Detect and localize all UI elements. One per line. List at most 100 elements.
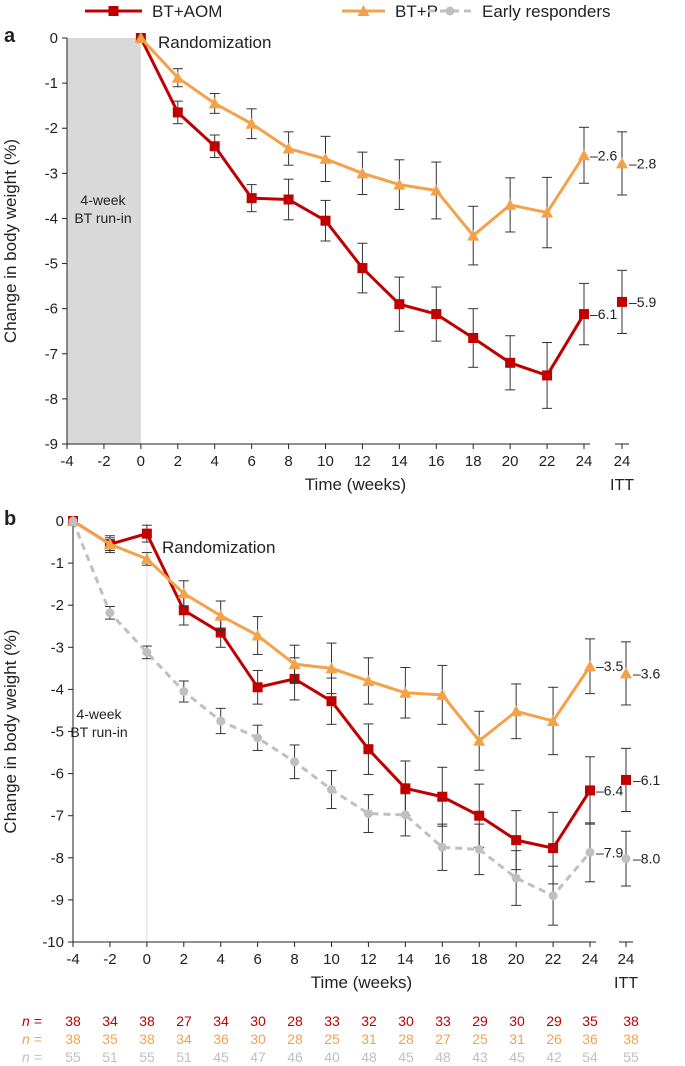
- n-value-early: 46: [287, 1049, 303, 1065]
- series-aom: –6.1 –5.9: [135, 33, 656, 409]
- data-point-aom: [252, 682, 263, 693]
- data-point-aom: [326, 696, 337, 707]
- n-value-early: 45: [213, 1049, 229, 1065]
- y-axis-title: Change in body weight (%): [1, 629, 20, 833]
- data-point-aom: [141, 528, 152, 539]
- data-point-aom: [363, 744, 374, 755]
- n-value-aom: 30: [250, 1013, 266, 1029]
- data-point-p: [208, 97, 221, 109]
- series-p: –2.6 –2.8: [134, 32, 656, 266]
- n-value-early: 51: [176, 1049, 192, 1065]
- x-tick-label: 20: [508, 951, 525, 968]
- n-value-p: 31: [509, 1031, 525, 1047]
- x-tick-label: 10: [317, 453, 334, 470]
- itt-point-aom: [617, 296, 627, 307]
- data-point-p: [134, 32, 147, 43]
- randomization-label: Randomization: [158, 33, 271, 52]
- x-axis-title: Time (weeks): [311, 973, 412, 992]
- data-point-early: [105, 608, 115, 618]
- n-value-aom: 29: [472, 1013, 488, 1029]
- x-tick-label: 12: [354, 453, 371, 470]
- n-value-p: 38: [65, 1031, 81, 1047]
- data-point-aom: [431, 309, 442, 320]
- itt-value-label-early: –8.0: [633, 851, 660, 867]
- n-value-early: 55: [65, 1049, 81, 1065]
- itt-value-label-p: –3.6: [633, 665, 660, 681]
- data-point-p: [436, 688, 449, 700]
- data-point-aom: [468, 332, 479, 343]
- x-tick-label: 4: [217, 951, 225, 968]
- x-tick-label: 14: [397, 951, 414, 968]
- y-tick-label: -7: [51, 808, 64, 825]
- x-tick-label: 8: [290, 951, 298, 968]
- data-point-p: [319, 152, 332, 164]
- data-point-aom: [283, 194, 294, 205]
- end-value-label-p: –3.5: [596, 658, 623, 674]
- data-point-aom: [320, 215, 331, 226]
- data-point-early: [548, 891, 558, 901]
- data-point-p: [504, 198, 517, 210]
- x-tick-label: 2: [180, 951, 188, 968]
- data-point-p: [288, 658, 301, 670]
- y-tick-label: -9: [51, 892, 64, 909]
- data-point-p: [214, 609, 227, 621]
- x-tick-label: 24: [576, 453, 593, 470]
- n-value-p: 36: [582, 1031, 598, 1047]
- n-value-p: 34: [176, 1031, 192, 1047]
- n-value-p: 38: [139, 1031, 155, 1047]
- n-value-aom: 34: [102, 1013, 118, 1029]
- n-value-early: 48: [361, 1049, 377, 1065]
- data-point-p: [325, 662, 338, 674]
- itt-point-aom: [621, 774, 631, 785]
- x-tick-label: 14: [391, 453, 408, 470]
- data-point-p: [362, 674, 375, 686]
- y-tick-label: -3: [45, 165, 58, 182]
- x-tick-label: 22: [539, 453, 556, 470]
- data-point-p: [547, 714, 560, 726]
- data-point-early: [327, 785, 336, 795]
- itt-point-early: [621, 854, 631, 864]
- data-point-p: [140, 552, 153, 564]
- data-point-p: [251, 629, 264, 641]
- itt-value-label-aom: –5.9: [629, 294, 656, 310]
- data-point-aom: [246, 193, 257, 204]
- y-tick-label: -1: [51, 555, 64, 572]
- x-tick-label: 6: [247, 453, 255, 470]
- n-value-aom: 32: [361, 1013, 377, 1029]
- data-point-p: [430, 184, 443, 196]
- n-value-aom: 38: [623, 1013, 639, 1029]
- n-value-early: 45: [509, 1049, 525, 1065]
- x-tick-label: -2: [103, 951, 116, 968]
- y-tick-label: -7: [45, 346, 58, 363]
- n-value-p: 25: [324, 1031, 340, 1047]
- runin-label: 4-week: [80, 192, 126, 208]
- n-value-aom: 38: [65, 1013, 81, 1029]
- y-tick-label: -6: [51, 766, 64, 783]
- itt-tick-label: 24: [614, 453, 631, 470]
- x-tick-label: 8: [284, 453, 292, 470]
- y-tick-label: 0: [50, 30, 58, 47]
- n-value-p: 36: [213, 1031, 229, 1047]
- n-value-p: 26: [546, 1031, 562, 1047]
- data-point-aom: [357, 263, 368, 274]
- itt-value-label-p: –2.8: [629, 155, 656, 171]
- data-point-p: [467, 229, 480, 241]
- y-tick-label: -10: [42, 934, 64, 951]
- data-point-aom: [542, 370, 553, 381]
- n-value-early: 55: [139, 1049, 155, 1065]
- data-point-aom: [394, 299, 405, 310]
- data-point-early: [290, 757, 300, 767]
- x-tick-label: 10: [323, 951, 340, 968]
- data-point-aom: [474, 810, 485, 821]
- x-tick-label: 12: [360, 951, 377, 968]
- itt-point-p: [616, 157, 628, 169]
- y-tick-label: -6: [45, 301, 58, 318]
- data-point-aom: [209, 141, 220, 152]
- n-value-early: 51: [102, 1049, 118, 1065]
- data-point-p: [510, 705, 523, 717]
- data-point-early: [363, 809, 373, 819]
- legend-label-early: Early responders: [482, 2, 611, 21]
- x-tick-label: 24: [582, 951, 599, 968]
- itt-tick-label: 24: [618, 951, 635, 968]
- n-value-p: 25: [472, 1031, 488, 1047]
